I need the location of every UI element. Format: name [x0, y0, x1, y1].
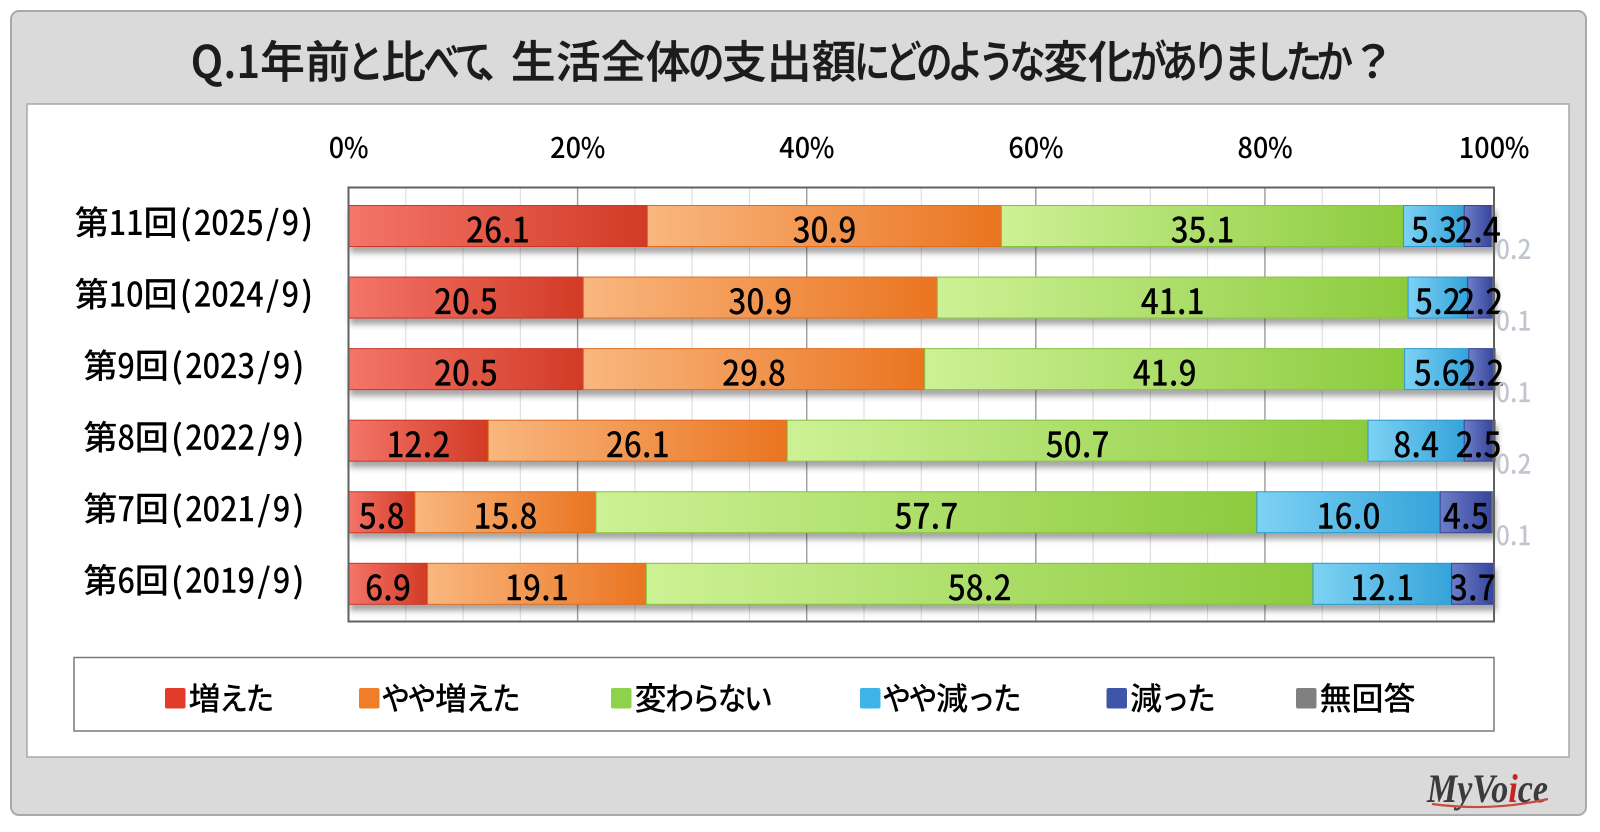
svg-text:MyVoice: MyVoice [1426, 766, 1548, 811]
